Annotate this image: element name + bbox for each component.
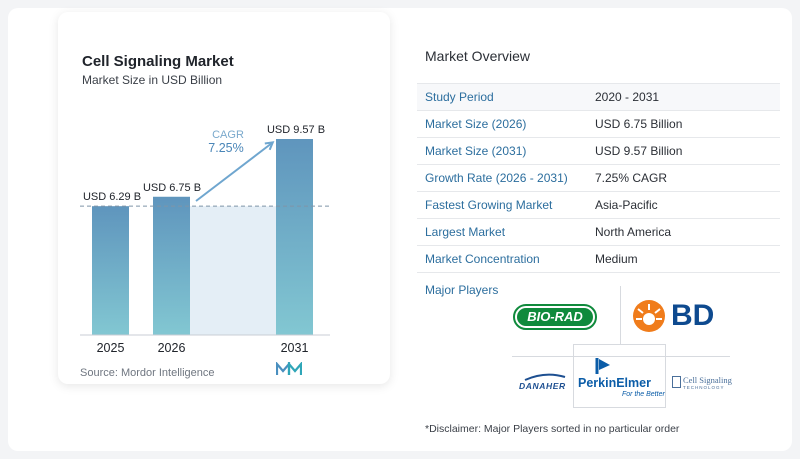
overview-row-value: North America (595, 225, 672, 239)
perkinelmer-logo-text: PerkinElmer (578, 376, 651, 390)
market-overview-title: Market Overview (425, 48, 531, 64)
overview-top-border (417, 83, 780, 84)
overview-row-value: 7.25% CAGR (595, 171, 668, 185)
chart-title: Cell Signaling Market (82, 53, 234, 70)
logo-divider (620, 286, 621, 344)
x-tick-label-2031: 2031 (281, 341, 309, 355)
data-label-2026: USD 6.75 B (143, 182, 201, 194)
x-tick-label-2026: 2026 (158, 341, 186, 355)
overview-row: Market Concentration Medium (417, 246, 780, 273)
bar-2025 (92, 206, 129, 335)
biorad-logo-text: BIO-RAD (517, 308, 593, 326)
overview-row-value: USD 9.57 Billion (595, 144, 683, 158)
overview-row: Market Size (2026) USD 6.75 Billion (417, 111, 780, 138)
overview-row-label: Fastest Growing Market (425, 198, 553, 212)
overview-row-value: Asia-Pacific (595, 198, 658, 212)
logo-divider (512, 356, 730, 357)
bar-2026 (153, 196, 190, 335)
danaher-swoosh-icon (524, 373, 566, 381)
logo-divider (573, 344, 666, 345)
bar-2031 (276, 139, 313, 335)
cst-mark-icon (672, 376, 681, 388)
bd-logo-text: BD (671, 299, 715, 332)
overview-row: Fastest Growing Market Asia-Pacific (417, 192, 780, 219)
logo-divider (573, 407, 666, 408)
overview-row: Growth Rate (2026 - 2031) 7.25% CAGR (417, 165, 780, 192)
overview-row: Study Period 2020 - 2031 (417, 84, 780, 111)
overview-row-label: Largest Market (425, 225, 506, 239)
logo-divider (573, 344, 574, 408)
overview-row-label: Market Concentration (425, 252, 540, 266)
perkinelmer-mark-icon (595, 358, 610, 374)
cagr-value: 7.25% (208, 141, 243, 155)
overview-row: Market Size (2031) USD 9.57 Billion (417, 138, 780, 165)
overview-row-label: Market Size (2031) (425, 144, 527, 158)
growth-area (190, 206, 276, 335)
cagr-label: CAGR (212, 129, 244, 141)
overview-row-value: Medium (595, 252, 638, 266)
overview-row-label: Growth Rate (2026 - 2031) (425, 171, 568, 185)
cagr-arrow (195, 143, 272, 202)
overview-row-value: 2020 - 2031 (595, 90, 660, 104)
disclaimer: *Disclaimer: Major Players sorted in no … (425, 423, 680, 435)
bd-sun-icon (633, 300, 665, 332)
overview-row-value: USD 6.75 Billion (595, 117, 683, 131)
major-players-title: Major Players (425, 283, 499, 297)
overview-row: Largest Market North America (417, 219, 780, 246)
data-label-2025: USD 6.29 B (83, 191, 141, 203)
mordor-intelligence-logo-icon (276, 362, 302, 375)
overview-row-label: Market Size (2026) (425, 117, 527, 131)
logo-divider (665, 344, 666, 408)
chart-subtitle: Market Size in USD Billion (82, 73, 223, 87)
biorad-logo: BIO-RAD (513, 304, 597, 330)
cst-logo-subtext: TECHNOLOGY (683, 385, 725, 390)
x-tick-label-2025: 2025 (97, 341, 125, 355)
data-label-2031: USD 9.57 B (267, 124, 325, 136)
perkinelmer-tagline: For the Better (622, 391, 665, 398)
source-note: Source: Mordor Intelligence (80, 367, 215, 379)
cst-logo-text: Cell Signaling (683, 375, 732, 385)
overview-row-label: Study Period (425, 90, 494, 104)
danaher-logo-text: DANAHER (519, 381, 566, 391)
